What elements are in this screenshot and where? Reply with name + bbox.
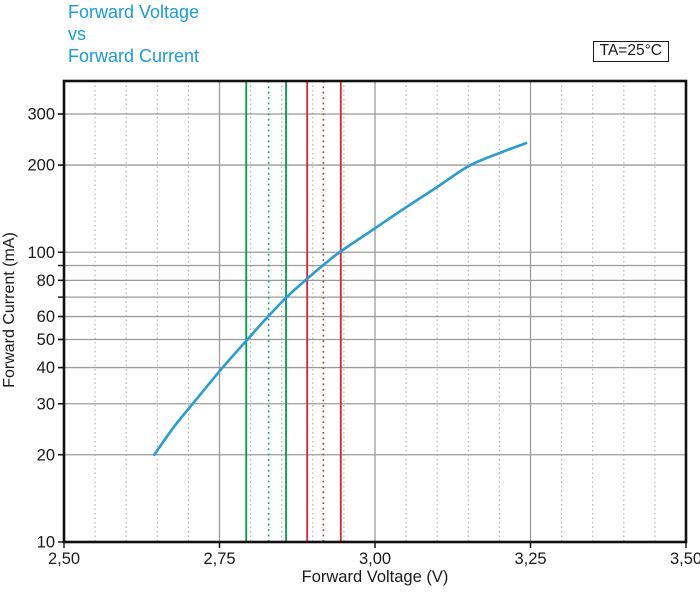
y-tick-label: 60 [37, 308, 55, 326]
x-tick-label: 3,25 [514, 550, 546, 568]
y-tick-label: 300 [27, 106, 55, 124]
x-tick-labels: 2,50 2,75 3,00 3,25 3,50 [48, 550, 700, 568]
x-tick-label: 3,50 [670, 550, 700, 568]
y-tick-label: 10 [37, 534, 55, 552]
y-axis-title: Forward Current (mA) [1, 232, 18, 388]
x-tick-label: 2,50 [48, 550, 80, 568]
y-tick-label: 30 [37, 395, 55, 413]
y-tick-label: 40 [37, 359, 55, 377]
iv-curve [152, 141, 528, 457]
x-tick-label: 2,75 [203, 550, 235, 568]
chart-title-line-3: Forward Current [68, 46, 200, 66]
chart-title-line-2: vs [68, 24, 86, 44]
vf-marker-lines [245, 81, 342, 542]
x-minor-gridlines [94, 81, 656, 542]
chart-title: Forward Voltage vs Forward Current [68, 1, 199, 67]
y-tick-label: 100 [27, 244, 55, 262]
y-tick-labels: 300 200 100 80 60 50 40 30 20 10 [27, 106, 55, 552]
y-tick-label: 50 [37, 331, 55, 349]
y-tick-label: 20 [37, 446, 55, 464]
x-major-gridlines [218, 81, 532, 547]
chart-title-line-1: Forward Voltage [68, 2, 200, 22]
ambient-temperature-badge: TA=25°C [592, 41, 669, 62]
x-axis-title: Forward Voltage (V) [301, 568, 449, 586]
axis-ticks [58, 113, 687, 548]
y-tick-label: 80 [37, 272, 55, 290]
x-tick-label: 3,00 [359, 550, 391, 568]
y-tick-label: 200 [27, 157, 55, 175]
plot-frame [62, 79, 688, 544]
